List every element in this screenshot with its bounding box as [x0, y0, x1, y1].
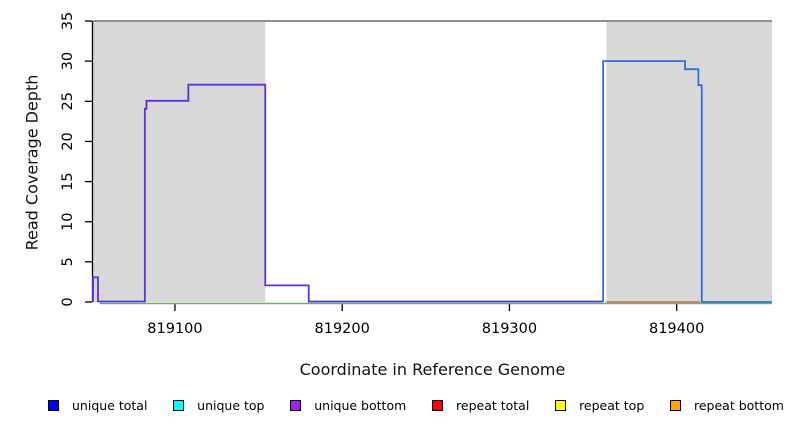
- y-tick-label: 20: [60, 132, 76, 150]
- legend-swatch-icon: [290, 400, 302, 411]
- legend-label: repeat top: [579, 398, 645, 413]
- x-tick-label: 819100: [147, 321, 202, 337]
- legend-label: repeat total: [456, 398, 530, 413]
- y-tick-label: 10: [60, 212, 76, 230]
- legend-item-repeat-bottom: repeat bottom: [670, 398, 784, 413]
- legend-swatch-icon: [670, 400, 681, 411]
- y-tick-label: 35: [60, 12, 76, 30]
- legend-swatch-icon: [555, 400, 567, 411]
- legend-label: unique total: [72, 398, 148, 413]
- x-axis-title: Coordinate in Reference Genome: [299, 360, 566, 379]
- chart-legend: unique total unique top unique bottom repea…: [48, 398, 784, 413]
- coverage-chart: 0 5 10 15 20 25 30 35 819100 819200 819300 819400 C…: [22, 12, 772, 379]
- y-axis-title: Read Coverage Depth: [22, 74, 42, 251]
- legend-item-unique-bottom: unique bottom: [290, 398, 406, 413]
- repeat-region-left: [93, 21, 266, 302]
- legend-label: unique top: [197, 398, 265, 413]
- series-unique-bottom: [92, 83, 604, 303]
- x-tick-label: 819300: [482, 321, 537, 337]
- plot-area: 0 5 10 15 20 25 30 35 819100 819200 819300 819400: [60, 12, 772, 337]
- legend-item-unique-total: unique total: [48, 398, 147, 413]
- y-tick-label: 25: [60, 92, 76, 110]
- legend-label: repeat bottom: [694, 398, 784, 413]
- legend-swatch-icon: [432, 400, 444, 411]
- x-tick-label: 819400: [649, 321, 704, 337]
- y-tick-label: 15: [60, 172, 76, 190]
- repeat-region-right: [606, 21, 772, 302]
- legend-item-repeat-top: repeat top: [555, 398, 644, 413]
- x-tick-label: 819200: [315, 321, 370, 337]
- legend-label: unique bottom: [314, 398, 407, 413]
- legend-item-repeat-total: repeat total: [432, 398, 529, 413]
- legend-swatch-icon: [48, 400, 59, 411]
- series-unique-total: [602, 60, 772, 303]
- y-tick-label: 0: [60, 297, 76, 306]
- y-tick-label: 30: [60, 52, 76, 70]
- y-tick-label: 5: [60, 257, 76, 266]
- legend-swatch-icon: [173, 400, 185, 411]
- legend-item-unique-top: unique top: [173, 398, 264, 413]
